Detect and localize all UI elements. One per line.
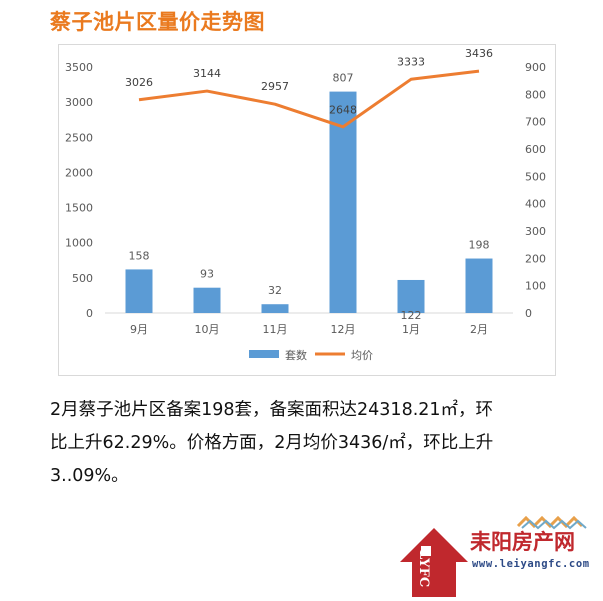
y-right-tick-label: 100: [525, 280, 546, 293]
y-left-tick-label: 2000: [65, 166, 93, 179]
y-right-tick-label: 900: [525, 61, 546, 74]
bar-5: [465, 258, 493, 313]
y-right-tick-label: 600: [525, 143, 546, 156]
bar-data-label: 158: [129, 249, 150, 262]
x-tick-label: 11月: [263, 323, 288, 336]
logo-letters: LYFC: [416, 550, 431, 588]
line-series-avg-price: [138, 69, 480, 129]
combo-chart: 0 500 1000 1500 2000 2500 3000 3500 0 100 200 300 40…: [65, 47, 546, 362]
line-data-label: 3436: [465, 47, 493, 60]
logo-url: www.leiyangfc.com: [472, 558, 590, 570]
line-data-label: 2648: [329, 104, 357, 117]
y-left-tick-label: 3000: [65, 96, 93, 109]
x-tick-label: 1月: [402, 323, 420, 336]
bar-data-label: 122: [401, 309, 422, 322]
y-left-tick-label: 0: [86, 307, 93, 320]
y-right-tick-label: 200: [525, 252, 546, 265]
y-left-tick-label: 2500: [65, 131, 93, 144]
x-tick-label: 9月: [130, 323, 148, 336]
line-data-label: 3333: [397, 55, 425, 68]
chart-container: 0 500 1000 1500 2000 2500 3000 3500 0 100 200 300 40…: [58, 44, 556, 376]
legend-bar-swatch: [249, 350, 279, 358]
y-left-tick-label: 3500: [65, 61, 93, 74]
y-right-tick-label: 0: [525, 307, 532, 320]
bar-4: [397, 279, 425, 313]
x-tick-label: 2月: [470, 323, 488, 336]
bar-0: [125, 269, 153, 313]
bar-data-label: 93: [200, 268, 214, 281]
bar-data-label: 32: [268, 284, 282, 297]
y-right-tick-label: 500: [525, 170, 546, 183]
y-left-tick-label: 500: [72, 272, 93, 285]
line-data-label: 2957: [261, 80, 289, 93]
y-right-tick-label: 400: [525, 198, 546, 211]
page-title: 蔡子池片区量价走势图: [50, 10, 265, 34]
y-right-tick-label: 700: [525, 116, 546, 129]
legend-line-label: 均价: [351, 349, 373, 362]
logo-name: 耒阳房产网: [470, 530, 575, 554]
bar-data-label: 198: [469, 239, 490, 252]
bar-1: [193, 287, 221, 313]
y-left-tick-label: 1500: [65, 202, 93, 215]
site-logo: LYFC 耒阳房产网 www.leiyangfc.com: [398, 512, 603, 597]
house-logo-icon: [400, 515, 587, 597]
summary-line-3: 3..09%。: [50, 466, 129, 486]
y-right-tick-label: 800: [525, 88, 546, 101]
legend-bar-label: 套数: [285, 349, 307, 362]
bar-2: [261, 304, 289, 313]
y-left-tick-label: 1000: [65, 237, 93, 250]
x-tick-label: 10月: [195, 323, 220, 336]
line-data-label: 3026: [125, 76, 153, 89]
summary-line-2: 比上升62.29%。价格方面，2月均价3436/㎡，环比上升: [50, 433, 494, 453]
bar-data-label: 807: [333, 72, 354, 85]
y-right-tick-label: 300: [525, 225, 546, 238]
summary-text: 2月蔡子池片区备案198套，备案面积达24318.21㎡，环 比上升62.29%…: [50, 394, 570, 493]
line-data-label: 3144: [193, 67, 221, 80]
x-tick-label: 12月: [331, 323, 356, 336]
summary-line-1: 2月蔡子池片区备案198套，备案面积达24318.21㎡，环: [50, 400, 494, 420]
bar-3: [329, 91, 357, 313]
